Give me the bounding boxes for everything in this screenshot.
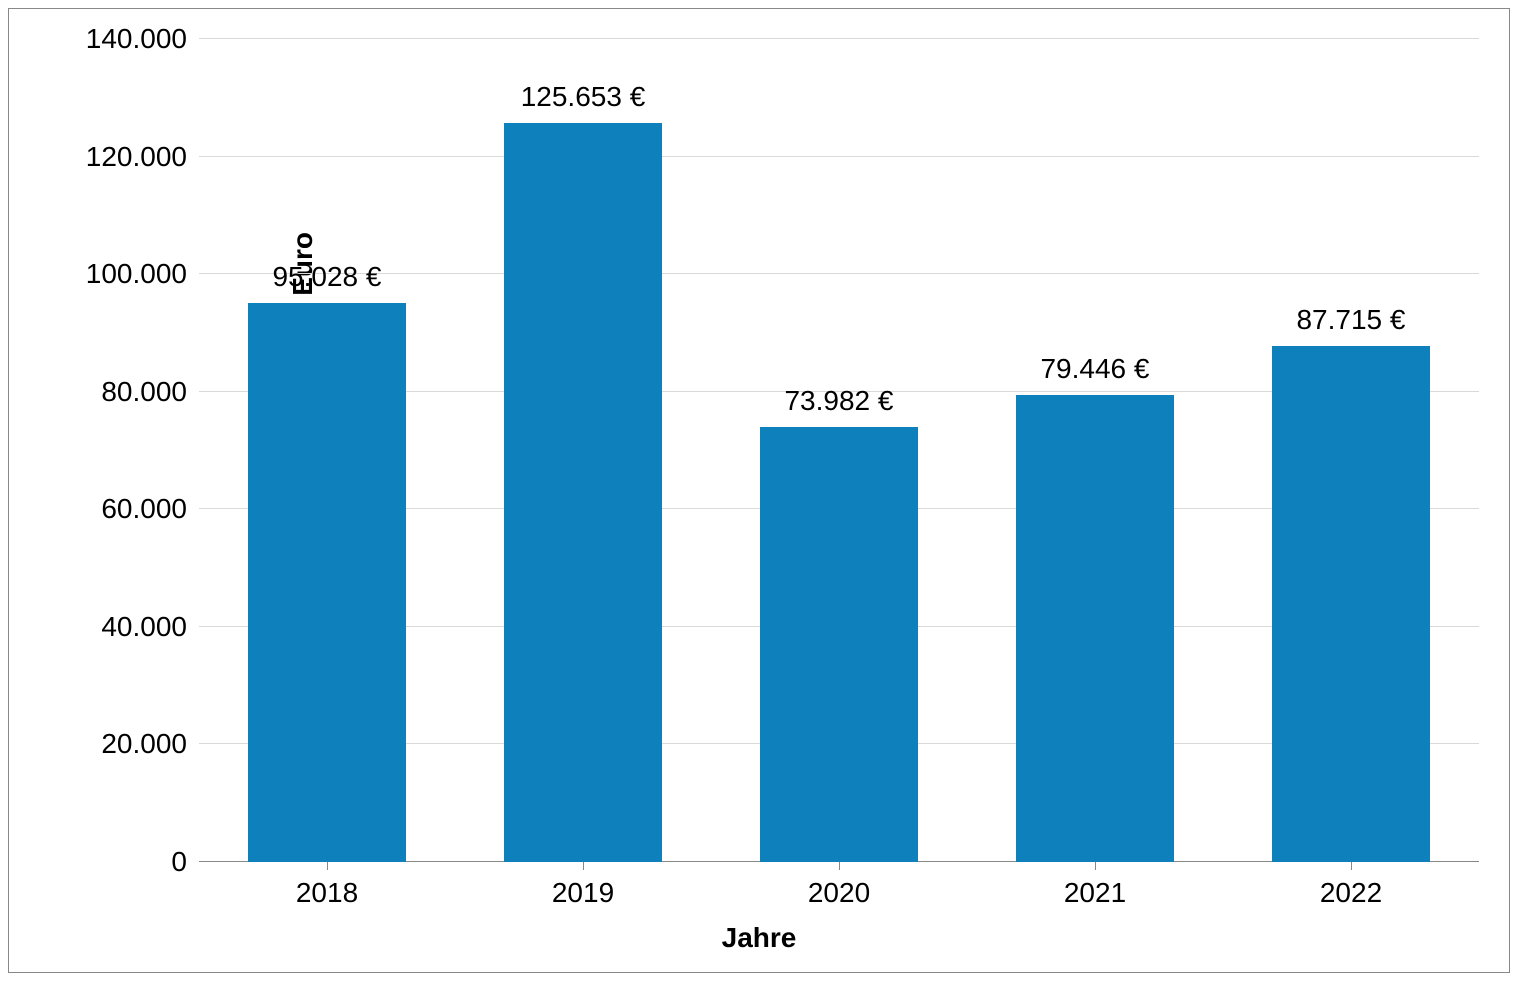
y-tick-label: 60.000 [101,493,187,525]
bar: 79.446 € [1016,395,1175,862]
y-tick-label: 120.000 [86,141,187,173]
x-tick-label: 2021 [1064,877,1126,909]
bar-value-label: 125.653 € [521,81,646,113]
plot-area: 020.00040.00060.00080.000100.000120.0001… [199,39,1479,862]
bar: 87.715 € [1272,346,1431,862]
x-tick-mark [583,862,584,870]
x-tick-label: 2020 [808,877,870,909]
y-tick-label: 40.000 [101,611,187,643]
bar-value-label: 87.715 € [1296,304,1405,336]
gridline [199,156,1479,157]
bar: 125.653 € [504,123,663,862]
x-tick-label: 2019 [552,877,614,909]
y-tick-label: 80.000 [101,376,187,408]
y-tick-label: 140.000 [86,23,187,55]
x-tick-mark [327,862,328,870]
y-tick-label: 0 [171,846,187,878]
bar-value-label: 79.446 € [1040,353,1149,385]
chart-container: Verdienstausfallentschädigung in Euro Ja… [8,8,1510,973]
gridline [199,273,1479,274]
x-tick-label: 2018 [296,877,358,909]
y-tick-label: 100.000 [86,258,187,290]
x-tick-mark [1351,862,1352,870]
gridline [199,38,1479,39]
x-tick-label: 2022 [1320,877,1382,909]
bar: 95.028 € [248,303,407,862]
bar-value-label: 95.028 € [272,261,381,293]
bar-value-label: 73.982 € [784,385,893,417]
x-tick-mark [1095,862,1096,870]
y-tick-label: 20.000 [101,728,187,760]
bar: 73.982 € [760,427,919,862]
x-axis-title: Jahre [722,922,797,954]
x-tick-mark [839,862,840,870]
